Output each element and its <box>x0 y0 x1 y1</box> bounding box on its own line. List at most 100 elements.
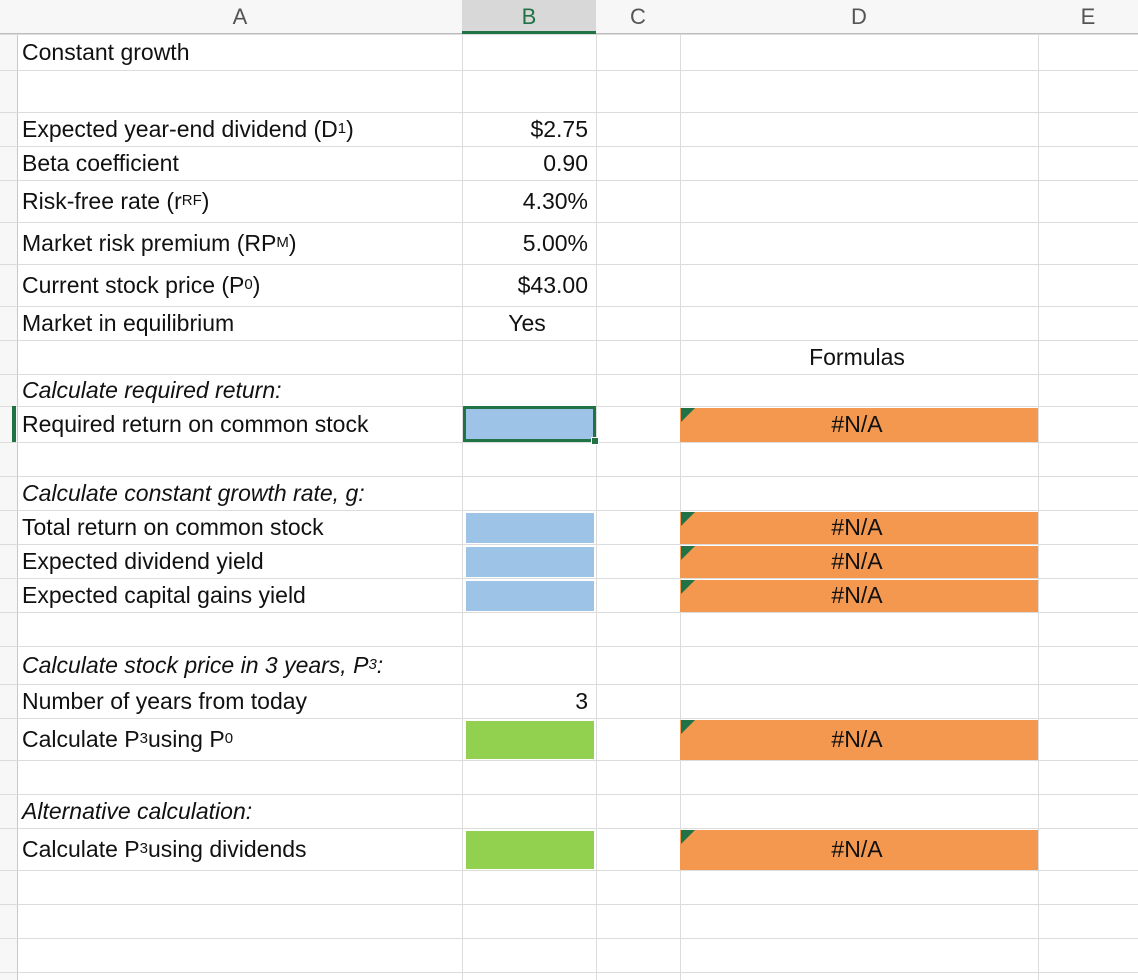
section-heading: Calculate constant growth rate, g: <box>22 476 454 510</box>
selected-column-header <box>462 0 596 34</box>
label-text: ) <box>288 229 297 256</box>
formula-cell <box>680 580 1038 612</box>
label-text: ) <box>201 187 210 214</box>
grid-line <box>0 222 1138 223</box>
grid-line <box>680 34 681 980</box>
row-header-strip <box>0 34 18 980</box>
section-heading: Calculate required return: <box>22 374 454 406</box>
input-value: 5.00% <box>522 229 588 256</box>
grid-line <box>0 684 1138 685</box>
label-text: Calculate P <box>22 725 140 752</box>
grid-line <box>1038 34 1039 980</box>
grid-line <box>0 476 1138 477</box>
input-cell[interactable] <box>466 831 594 869</box>
label-text: ) <box>252 271 261 298</box>
fill-handle[interactable] <box>591 437 599 445</box>
input-label: Risk-free rate (r RF) <box>22 187 210 214</box>
grid-line <box>0 578 1138 579</box>
input-cell[interactable] <box>466 581 594 611</box>
column-header[interactable]: B <box>521 4 537 29</box>
input-label: Market in equilibrium <box>22 306 454 340</box>
label-text: Risk-free rate (r <box>22 187 182 214</box>
sheet-title: Constant growth <box>22 38 190 65</box>
label-text: Calculate stock price in 3 years, P <box>22 651 369 678</box>
grid-line <box>0 442 1138 443</box>
label-text: Current stock price (P <box>22 271 245 298</box>
input-label: Current stock price (P 0) <box>22 271 261 298</box>
input-label: Expected year-end dividend (D 1) <box>22 115 354 142</box>
grid-line <box>0 34 1138 35</box>
formula-result: #N/A <box>831 410 883 437</box>
label-text: Calculate constant growth rate, g: <box>22 479 365 506</box>
input-value: 4.30% <box>522 187 588 214</box>
grid-line <box>0 794 1138 795</box>
input-value: $43.00 <box>517 271 588 298</box>
input-value: Yes <box>508 309 546 336</box>
grid-line <box>596 34 597 980</box>
grid-line <box>0 544 1138 545</box>
input-value: $2.75 <box>530 115 588 142</box>
label-text: Required return on common stock <box>22 410 369 437</box>
formula-result: #N/A <box>831 513 883 540</box>
grid-line <box>0 306 1138 307</box>
label-text: using P <box>147 725 225 752</box>
cell-value: 3 <box>575 687 588 714</box>
grid-line <box>0 112 1138 113</box>
input-value: 0.90 <box>543 149 588 176</box>
label-text: Expected dividend yield <box>22 547 264 574</box>
grid-line <box>0 938 1138 939</box>
formula-result: #N/A <box>831 725 883 752</box>
grid-line <box>0 828 1138 829</box>
label-text: Market risk premium (RP <box>22 229 277 256</box>
row-label: Expected dividend yield <box>22 544 454 578</box>
selected-row-marker <box>12 406 16 442</box>
input-cell[interactable] <box>466 409 594 441</box>
row-label: Required return on common stock <box>22 406 454 442</box>
label-text: Calculate required return: <box>22 376 282 403</box>
label-text: Expected year-end dividend (D <box>22 115 338 142</box>
label-text: ) <box>346 115 354 142</box>
label-text: Calculate P <box>22 835 140 862</box>
column-header[interactable]: A <box>232 4 248 29</box>
label-text: Number of years from today <box>22 687 308 714</box>
grid-line <box>0 760 1138 761</box>
column-header[interactable]: C <box>630 4 646 29</box>
formula-result: #N/A <box>831 835 883 862</box>
label-text: Alternative calculation: <box>22 797 253 824</box>
grid-line <box>0 904 1138 905</box>
input-cell[interactable] <box>466 513 594 543</box>
formulas-header: Formulas <box>809 343 905 370</box>
formula-cell <box>680 546 1038 578</box>
label-text: Total return on common stock <box>22 513 324 540</box>
grid-line <box>0 972 1138 973</box>
formula-result: #N/A <box>831 547 883 574</box>
label-text: Beta coefficient <box>22 149 179 176</box>
row-label: Total return on common stock <box>22 510 454 544</box>
input-cell[interactable] <box>466 547 594 577</box>
row-label: Number of years from today <box>22 684 454 718</box>
input-label: Beta coefficient <box>22 146 454 180</box>
active-cell-border <box>463 406 596 442</box>
grid-line <box>0 646 1138 647</box>
grid-line <box>0 70 1138 71</box>
grid-line <box>0 264 1138 265</box>
grid-line <box>0 612 1138 613</box>
grid-line <box>0 146 1138 147</box>
grid-line <box>0 340 1138 341</box>
label-text: Market in equilibrium <box>22 309 235 336</box>
formula-cell <box>680 720 1038 760</box>
grid-line <box>0 180 1138 181</box>
column-header[interactable]: E <box>1080 4 1096 29</box>
column-header[interactable]: D <box>851 4 867 29</box>
formula-cell <box>680 512 1038 544</box>
formula-cell <box>680 408 1038 442</box>
grid-line <box>462 34 463 980</box>
input-cell[interactable] <box>466 721 594 759</box>
section-heading: Alternative calculation: <box>22 794 454 828</box>
grid-line <box>0 374 1138 375</box>
grid-line <box>0 718 1138 719</box>
